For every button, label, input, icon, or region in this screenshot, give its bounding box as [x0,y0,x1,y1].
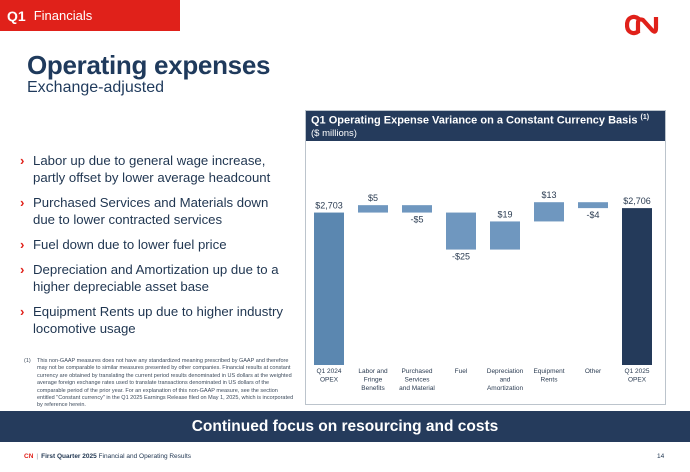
footnote: (1) This non-GAAP measures does not have… [24,358,294,410]
footnote-number: (1) [24,358,31,364]
bar-value-label: $13 [541,190,556,200]
bar-value-label: $2,703 [315,201,343,211]
chart-title-footnote-mark: (1) [640,114,650,121]
chevron-right-icon: › [20,153,25,168]
footer-quarter: First Quarter 2025 [41,453,97,460]
bar-value-label: -$5 [410,215,423,225]
bullet-item: › Equipment Rents up due to higher indust… [20,304,283,336]
category-label: Q1 2024 OPEX [317,368,342,384]
waterfall-bar [446,212,476,250]
bar-value-label: -$25 [452,252,470,262]
section-tag: Q1 Financials [0,0,180,31]
chart-subtitle: ($ millions) [311,127,357,139]
bar-value-label: $19 [497,209,512,219]
waterfall-bar [622,208,652,365]
chevron-right-icon: › [20,195,25,210]
chart-panel: Q1 Operating Expense Variance on a Const… [305,110,666,405]
waterfall-chart: $2,703 Q1 2024 OPEX $5 Labor and Fringe Benefi… [314,190,652,392]
waterfall-bar [578,202,608,209]
waterfall-bar [534,202,564,222]
footer-brand: CN [24,453,34,460]
quarter-label: Q1 [7,7,26,24]
footer-separator: | [36,453,39,460]
cn-logo-icon [625,14,659,36]
bullet-item: › Labor up due to general wage increase, … [20,153,271,185]
category-label: Other [585,368,602,375]
chart-title: Q1 Operating Expense Variance on a Const… [311,114,650,127]
footnote-text: This non-GAAP measures does not have any… [37,358,294,409]
bullet-item: › Purchased Services and Materials down d… [20,195,269,227]
page-title: Operating expenses [27,50,271,80]
bullet-item: › Depreciation and Amortization up due to… [20,262,279,294]
chevron-right-icon: › [20,237,25,252]
waterfall-bar [358,205,388,213]
chevron-right-icon: › [20,262,25,277]
category-label: Labor and Fringe Benefits [358,368,388,392]
category-label: Depreciation and Amortization [487,368,524,392]
chevron-right-icon: › [20,304,25,319]
waterfall-bar [490,221,520,250]
bullet-item: › Fuel down due to lower fuel price [20,237,227,252]
bar-value-label: $5 [368,193,378,203]
page-footer: CN | First Quarter 2025 Financial and Oper… [24,453,191,460]
category-label: Q1 2025 OPEX [625,368,650,384]
category-label: Purchased Services and Material [399,368,435,392]
takeaway-banner: Continued focus on resourcing and costs [0,411,690,442]
page-number: 14 [657,453,665,460]
page-subtitle: Exchange-adjusted [27,79,164,96]
chart-header: Q1 Operating Expense Variance on a Const… [306,111,665,141]
bar-value-label: -$4 [586,210,599,220]
bullet-list: › Labor up due to general wage increase, … [20,152,288,345]
section-label: Financials [33,8,93,23]
footer-text: Financial and Operating Results [98,453,192,460]
waterfall-bar [402,205,432,213]
waterfall-bar [314,212,344,365]
category-label: Fuel [455,368,468,375]
category-label: Equipment Rents [533,368,564,384]
bar-value-label: $2,706 [623,196,651,206]
